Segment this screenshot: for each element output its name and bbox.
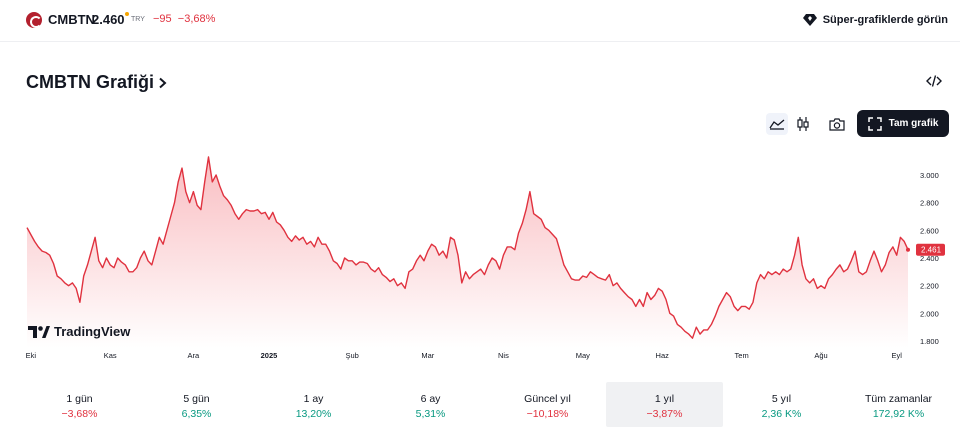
x-tick-label: Nis	[498, 351, 509, 360]
y-tick-label: 2.200	[920, 282, 939, 291]
chart-title-text: CMBTN Grafiği	[26, 72, 154, 92]
price-change-pct: −3,68%	[177, 13, 216, 25]
y-tick-label: 2.000	[920, 309, 939, 318]
period-performance-bar: 1 gün −3,68% 5 gün 6,35% 1 ay 13,20% 6 ay 5,31%…	[0, 382, 960, 427]
x-tick-label: Kas	[104, 351, 117, 360]
last-value-badge	[916, 243, 945, 256]
price-chart[interactable]: 3.000 2.800 2.600 2.400 2.200 2.000 1.800 2.461…	[0, 140, 960, 365]
x-tick-label: 2025	[261, 351, 278, 360]
period-change: 13,20%	[295, 408, 332, 420]
y-tick-label: 2.800	[920, 199, 939, 208]
candlestick-icon	[797, 117, 809, 131]
y-tick-label: 1.800	[920, 337, 939, 346]
period-change: 2,36 K%	[761, 408, 802, 420]
full-chart-label: Tam grafik	[888, 118, 939, 129]
period-label: Güncel yıl	[524, 393, 571, 405]
period-change: 172,92 K%	[872, 408, 925, 420]
period-tab[interactable]: 5 yıl 2,36 K%	[723, 382, 840, 427]
period-change: −3,87%	[646, 408, 683, 420]
y-tick-label: 3.000	[920, 171, 939, 180]
period-tab[interactable]: 6 ay 5,31%	[372, 382, 489, 427]
fullscreen-icon	[867, 116, 882, 131]
top-bar: CMBTN 2.460 TRY −95 −3,68% Süper-grafikl…	[0, 0, 960, 42]
y-tick-label: 2.400	[920, 254, 939, 263]
symbol-logo-icon	[26, 12, 42, 28]
tradingview-logo-icon	[28, 325, 50, 338]
snapshot-button[interactable]	[826, 113, 848, 135]
tradingview-logo-text: TradingView	[54, 324, 131, 339]
x-tick-label: Haz	[656, 351, 670, 360]
period-label: 1 gün	[66, 393, 93, 405]
tradingview-logo[interactable]: TradingView	[28, 324, 130, 339]
symbol-name[interactable]: CMBTN	[48, 12, 95, 27]
period-label: 1 ay	[303, 393, 324, 405]
period-change: −10,18%	[526, 408, 569, 420]
last-value-label: 2.461	[921, 246, 942, 255]
x-tick-label: Ağu	[814, 351, 827, 360]
x-tick-label: Eki	[26, 351, 37, 360]
full-chart-button[interactable]: Tam grafik	[857, 110, 949, 137]
area-chart-icon	[769, 119, 785, 130]
x-tick-label: Eyl	[891, 351, 902, 360]
period-label: 5 gün	[183, 393, 210, 405]
period-label: Tüm zamanlar	[864, 393, 933, 405]
embed-code-icon[interactable]	[926, 74, 942, 88]
period-label: 1 yıl	[654, 393, 675, 405]
period-change: 5,31%	[415, 408, 446, 420]
period-label: 5 yıl	[771, 393, 792, 405]
x-tick-label: Mar	[421, 351, 434, 360]
period-label: 6 ay	[420, 393, 441, 405]
x-tick-label: Ara	[188, 351, 201, 360]
chevron-right-icon	[159, 77, 167, 88]
camera-icon	[829, 117, 845, 131]
price-line	[26, 156, 909, 339]
market-status-dot-icon	[125, 12, 129, 16]
super-charts-link[interactable]: Süper-grafiklerde görün	[802, 13, 948, 27]
last-price: 2.460	[92, 12, 125, 27]
x-tick-label: Tem	[735, 351, 749, 360]
last-point-marker	[906, 247, 910, 252]
super-charts-label: Süper-grafiklerde görün	[822, 14, 948, 26]
chart-title[interactable]: CMBTN Grafiği	[26, 72, 167, 93]
price-area-fill	[27, 157, 908, 348]
period-change: 6,35%	[181, 408, 212, 420]
price-change: −95 −3,68%	[153, 13, 215, 25]
period-change: −3,68%	[61, 408, 98, 420]
x-tick-label: May	[576, 351, 590, 360]
y-tick-label: 2.600	[920, 226, 939, 235]
area-chart-button[interactable]	[766, 113, 788, 135]
currency-label: TRY	[131, 16, 145, 23]
x-tick-label: Şub	[345, 351, 358, 360]
candlestick-chart-button[interactable]	[792, 113, 814, 135]
period-tab[interactable]: Güncel yıl −10,18%	[489, 382, 606, 427]
price-change-abs: −95	[153, 13, 172, 25]
period-tab[interactable]: Tüm zamanlar 172,92 K%	[840, 382, 957, 427]
period-tab[interactable]: 5 gün 6,35%	[138, 382, 255, 427]
period-tab[interactable]: 1 ay 13,20%	[255, 382, 372, 427]
period-tab[interactable]: 1 gün −3,68%	[21, 382, 138, 427]
period-tab[interactable]: 1 yıl −3,87%	[606, 382, 723, 427]
diamond-icon	[802, 14, 817, 26]
